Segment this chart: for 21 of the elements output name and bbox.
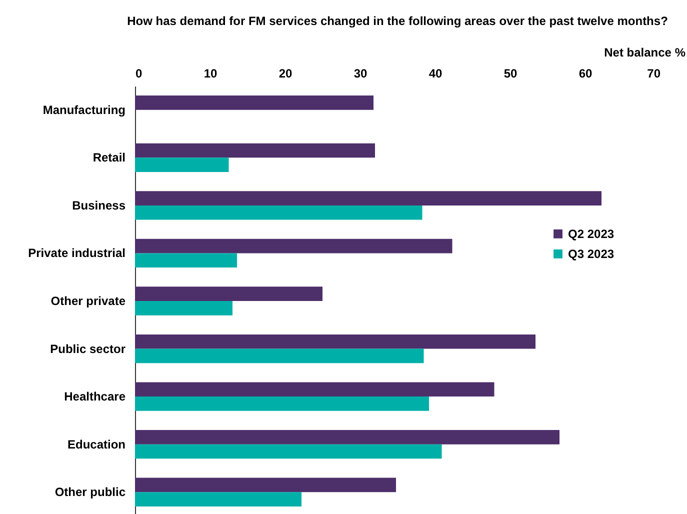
y-tick-label: Education: [67, 437, 126, 452]
y-tick-label: Manufacturing: [42, 102, 126, 117]
legend-label: Q2 2023: [568, 226, 614, 241]
legend-label: Q3 2023: [568, 246, 614, 261]
y-tick-label: Private industrial: [28, 246, 126, 260]
x-axis-title: Net balance %: [604, 46, 686, 60]
x-tick-label: 20: [278, 66, 292, 80]
x-tick-label: 0: [136, 66, 142, 80]
x-tick-label: 30: [354, 66, 368, 80]
x-tick-label: 40: [428, 66, 442, 80]
y-tick-label: Retail: [92, 150, 126, 165]
y-tick-label: Other private: [50, 294, 126, 308]
x-tick-label: 70: [647, 66, 661, 80]
x-tick-label: 10: [204, 66, 218, 80]
y-tick-label: Other public: [54, 485, 126, 500]
x-tick-label: 50: [504, 66, 518, 80]
x-tick-label: 60: [578, 66, 592, 80]
y-tick-label: Business: [72, 198, 126, 212]
y-tick-label: Healthcare: [64, 390, 126, 404]
y-tick-label: Public sector: [50, 342, 126, 356]
chart-title: How has demand for FM services changed in the following areas over the past twelve months?: [127, 14, 668, 28]
